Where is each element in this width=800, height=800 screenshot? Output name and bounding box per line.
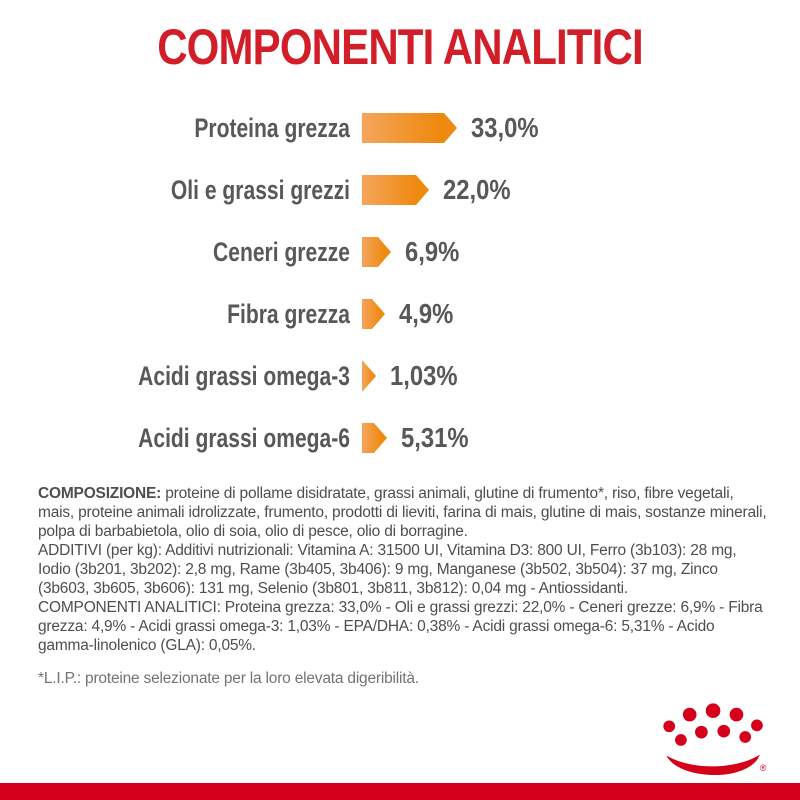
chart-row: Ceneri grezze 6,9% [0,221,800,283]
component-value: 6,9% [405,236,460,267]
composition-paragraph: COMPOSIZIONE: proteine di pollame disidr… [38,484,768,541]
lip-footnote: *L.I.P.: proteine selezionate per la lor… [38,669,768,688]
analytical-components-chart: Proteina grezza 33,0% Oli e grassi grezz… [0,97,800,469]
component-value: 4,9% [399,298,454,329]
component-label: Oli e grassi grezzi [170,174,350,205]
composition-text: proteine di pollame disidratate, grassi … [38,485,767,540]
chart-row: Acidi grassi omega-6 5,31% [0,407,800,469]
component-bar [362,237,391,267]
chart-row: Acidi grassi omega-3 1,03% [0,345,800,407]
chart-row: Oli e grassi grezzi 22,0% [0,159,800,221]
additives-text: ADDITIVI (per kg): Additivi nutrizionali… [38,542,737,597]
crown-icon: ® [663,703,767,776]
red-footer-bar [0,783,800,800]
component-label: Proteina grezza [194,112,350,143]
ingredients-text-block: COMPOSIZIONE: proteine di pollame disidr… [38,484,768,688]
component-label: Ceneri grezze [213,236,350,267]
page-title: COMPONENTI ANALITICI [157,19,643,75]
royal-canin-crown-logo: ® [660,700,772,776]
component-value: 33,0% [471,112,539,143]
composition-label: COMPOSIZIONE: [38,485,162,502]
component-value: 22,0% [443,174,511,205]
lip-footnote-text: *L.I.P.: proteine selezionate per la lor… [38,670,419,687]
chart-row: Proteina grezza 33,0% [0,97,800,159]
component-bar [362,175,429,205]
analytical-components-text: COMPONENTI ANALITICI: Proteina grezza: 3… [38,599,763,654]
analytical-components-paragraph: COMPONENTI ANALITICI: Proteina grezza: 3… [38,598,768,655]
component-bar [362,361,376,391]
component-label: Fibra grezza [227,298,350,329]
component-value: 1,03% [390,360,458,391]
chart-row: Fibra grezza 4,9% [0,283,800,345]
component-bar [362,423,387,453]
component-value: 5,31% [401,422,469,453]
component-label: Acidi grassi omega-6 [138,422,350,453]
additives-paragraph: ADDITIVI (per kg): Additivi nutrizionali… [38,541,768,598]
component-bar [362,299,385,329]
registered-trademark-icon: ® [760,763,767,773]
component-label: Acidi grassi omega-3 [138,360,350,391]
component-bar [362,113,457,143]
